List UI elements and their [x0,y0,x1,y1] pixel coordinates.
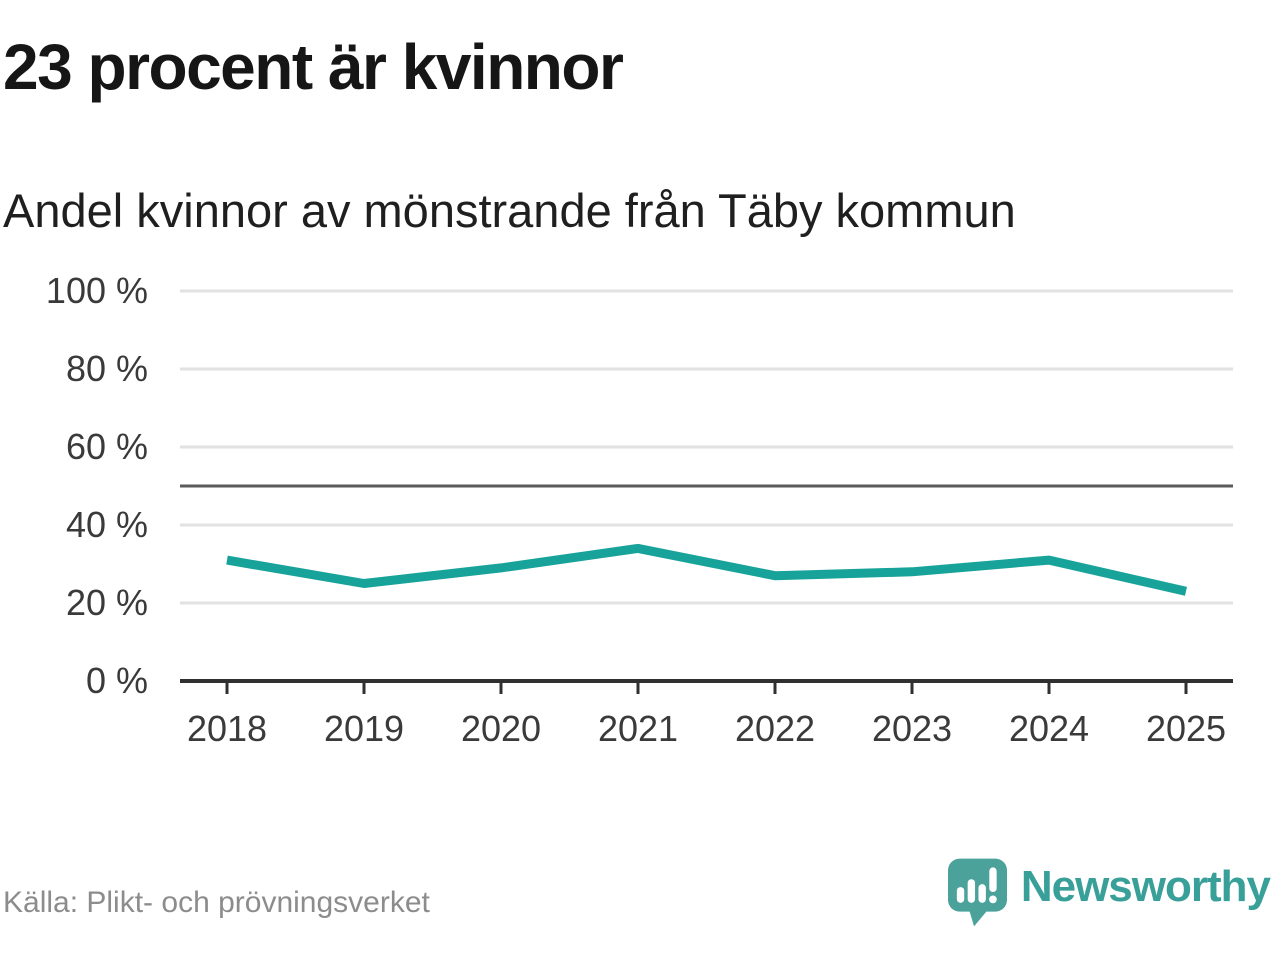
x-tick-label: 2022 [735,708,815,749]
bar-chart-glyph [956,867,997,904]
x-tick-label: 2018 [187,708,267,749]
source-note: Källa: Plikt- och prövningsverket [3,886,430,919]
newsworthy-logo-icon [947,858,1007,927]
speech-bubble-shape [947,858,1007,927]
brand-name: Newsworthy [1020,862,1271,911]
x-tick-label: 2021 [598,708,678,749]
y-tick-label: 100 % [46,270,148,311]
brand-lockup: Newsworthy [947,858,1271,928]
y-tick-label: 80 % [66,348,148,389]
y-tick-label: 40 % [66,504,148,545]
x-tick-label: 2025 [1146,708,1226,749]
chart-subtitle: Andel kvinnor av mönstrande från Täby ko… [3,184,1016,237]
x-tick-label: 2024 [1009,708,1089,749]
x-tick-label: 2020 [461,708,541,749]
x-tick-label: 2019 [324,708,404,749]
chart-title: 23 procent är kvinnor [3,31,624,103]
data-line [226,543,1187,596]
y-tick-label: 20 % [66,582,148,623]
x-tick-label: 2023 [872,708,952,749]
y-tick-label: 60 % [66,426,148,467]
y-tick-label: 0 % [86,660,148,701]
